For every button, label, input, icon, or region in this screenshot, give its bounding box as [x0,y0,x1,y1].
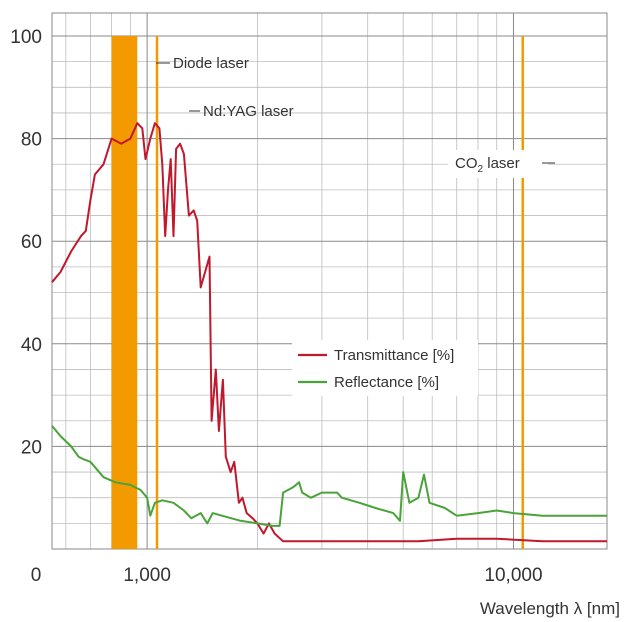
co2-laser-annotation: CO2 laser [448,150,555,178]
y-tick-label: 40 [21,335,42,356]
series-line-reflectance [51,425,607,527]
y-tick-label: 100 [10,27,42,48]
diode-laser-annotation: Diode laser [156,55,249,72]
y-tick-label: 80 [21,130,42,151]
x-tick-label: 0 [31,565,42,586]
y-tick-label: 20 [21,437,42,458]
series-lines [51,122,607,543]
legend-label-reflectance: Reflectance [%] [334,374,439,391]
diode-laser-label: Diode laser [173,55,249,72]
x-tick-label: 10,000 [484,565,542,586]
ndyag-laser-annotation: Nd:YAG laser [189,103,294,120]
x-tick-labels: 0 1,000 10,000 [31,565,543,586]
legend-background [292,340,478,396]
grid-major [51,12,608,550]
laser-bands [111,36,138,549]
x-tick-label: 1,000 [123,565,171,586]
y-tick-label: 60 [21,232,42,253]
laser-band-1 [111,36,138,549]
laser-lines [155,36,524,549]
ndyag-laser-label: Nd:YAG laser [203,103,294,120]
y-tick-labels: 20 40 60 80 100 [10,27,42,458]
legend: Transmittance [%] Reflectance [%] [292,340,478,396]
co2-laser-label: CO2 laser [455,155,520,175]
legend-label-transmittance: Transmittance [%] [334,347,454,364]
x-axis-label: Wavelength λ [nm] [480,599,620,618]
co2-label-background [448,150,548,178]
